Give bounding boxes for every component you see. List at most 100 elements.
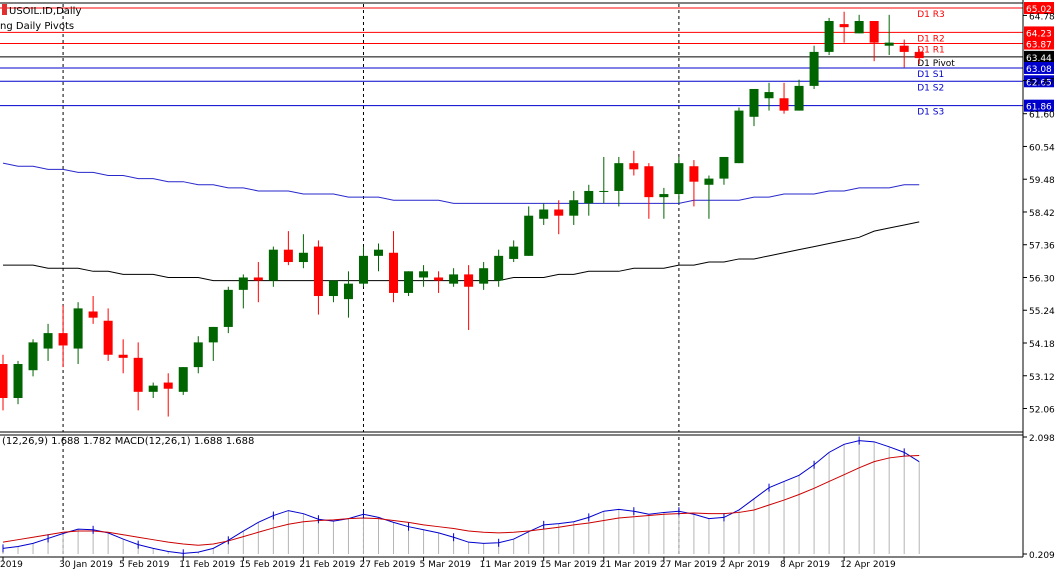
date-label: 30 Jan 2019 <box>59 560 113 570</box>
date-label: 15 Mar 2019 <box>540 560 597 570</box>
pivot-price-label: 63.44 <box>1026 54 1052 64</box>
pivot-price-tag <box>1024 99 1054 112</box>
candle-body <box>779 98 789 111</box>
date-label: 27 Mar 2019 <box>660 560 717 570</box>
candle <box>223 286 233 334</box>
pivot-price-tag <box>1024 2 1054 15</box>
candle <box>809 45 819 89</box>
candle <box>283 231 293 266</box>
candle <box>374 243 383 272</box>
candle-body <box>839 24 849 28</box>
pivot-name-label: D1 S3 <box>917 108 944 118</box>
macd-tick-label: 2.098 <box>1029 434 1055 444</box>
candle-body <box>734 110 744 164</box>
candle-body <box>509 246 519 259</box>
candle <box>569 190 579 225</box>
price-tick-label: 52.06 <box>1029 406 1055 416</box>
candle-body <box>328 280 338 297</box>
pivot-name-label: D1 R3 <box>917 10 945 20</box>
candle-body <box>118 354 128 358</box>
moving-averages <box>2 162 920 282</box>
candle <box>238 274 248 309</box>
candle <box>193 336 203 374</box>
candle <box>253 262 263 303</box>
date-label: 11 Mar 2019 <box>480 560 537 570</box>
candle-body <box>809 51 819 86</box>
candle <box>854 14 864 34</box>
candle <box>674 156 684 204</box>
date-label: 21 Mar 2019 <box>600 560 657 570</box>
candle-body <box>764 92 774 99</box>
candle-body <box>854 20 864 34</box>
candle-body <box>43 333 53 349</box>
candle-body <box>719 156 729 179</box>
candle <box>163 373 173 417</box>
price-tick-label: 53.12 <box>1029 373 1055 383</box>
candle <box>599 156 609 204</box>
candle <box>118 339 128 374</box>
candle-body <box>659 194 669 198</box>
date-label: 11 Feb 2019 <box>179 560 235 570</box>
candle-body <box>434 277 444 281</box>
pivot-name-label: D1 Pivot <box>917 59 955 69</box>
candle-body <box>449 274 459 284</box>
candle <box>268 246 278 287</box>
candle <box>689 160 699 207</box>
date-label: 2 Apr 2019 <box>720 560 770 570</box>
candle <box>133 342 143 411</box>
candle <box>764 82 774 111</box>
candle-body <box>73 308 83 349</box>
date-label: 21 Feb 2019 <box>299 560 355 570</box>
candle <box>524 206 534 256</box>
candle-body <box>524 215 534 256</box>
candle <box>88 296 98 324</box>
candle-body <box>238 277 248 290</box>
candle <box>749 88 759 127</box>
candle <box>734 107 744 164</box>
candle-body <box>178 367 188 392</box>
candle-body <box>193 342 203 368</box>
candle-body <box>689 166 699 182</box>
pivot-name-label: D1 S1 <box>917 70 944 80</box>
symbol-title: USOIL.ID,Daily <box>9 6 81 17</box>
candle <box>58 305 68 368</box>
candle <box>494 249 504 287</box>
candle-body <box>374 249 383 256</box>
candle <box>899 39 909 68</box>
price-tick-label: 59.48 <box>1029 176 1055 186</box>
candle-body <box>674 163 684 195</box>
candle-body <box>0 364 8 399</box>
date-label: 5 Feb 2019 <box>119 560 170 570</box>
candle <box>73 302 83 365</box>
price-tick-label: 61.60 <box>1029 111 1055 121</box>
candle <box>659 187 669 219</box>
candle-body <box>103 320 113 355</box>
pivot-price-label: 61.86 <box>1026 103 1052 113</box>
price-tick-label: 60.54 <box>1029 143 1055 153</box>
candle <box>839 11 849 43</box>
date-label: 5 Mar 2019 <box>420 560 472 570</box>
macd-title: (12,26,9) 1.688 1.782 MACD(12,26,1) 1.68… <box>2 436 254 447</box>
pivot-price-label: 64.23 <box>1026 29 1052 39</box>
candle <box>419 265 429 287</box>
candle <box>328 280 338 303</box>
date-label: 15 Feb 2019 <box>239 560 295 570</box>
candle <box>313 240 323 315</box>
candle <box>178 367 188 395</box>
pivot-price-tag <box>1024 61 1054 74</box>
candle-body <box>343 283 353 300</box>
candle-body <box>404 271 414 293</box>
candle-body <box>389 252 399 293</box>
candle <box>824 17 834 55</box>
candle-body <box>704 178 714 185</box>
candle <box>584 184 594 216</box>
candle-body <box>28 342 38 371</box>
candle-body <box>253 277 263 281</box>
candle <box>28 339 38 377</box>
candle <box>884 14 894 55</box>
moving-average-line-blue <box>2 162 920 204</box>
candle-body <box>824 20 834 52</box>
candle <box>103 308 113 361</box>
